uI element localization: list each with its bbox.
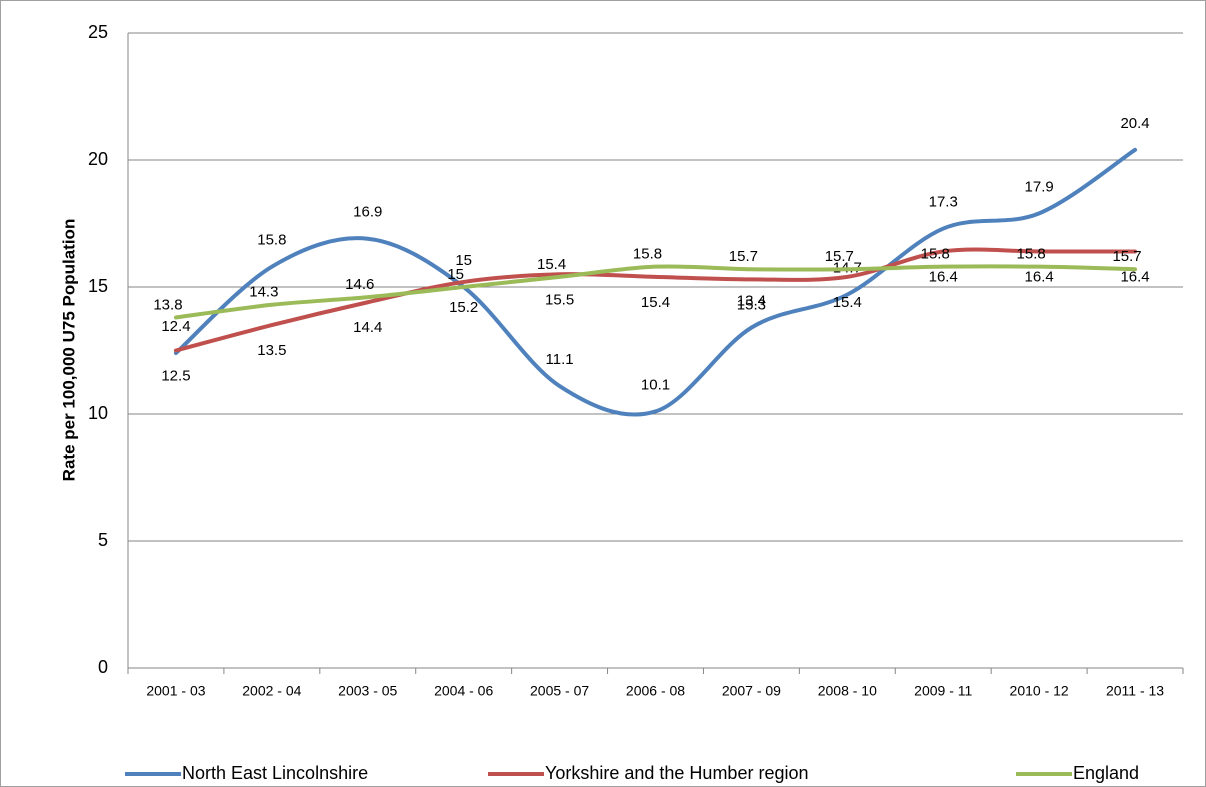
data-label: 15.8: [921, 246, 950, 263]
data-label: 15.8: [633, 246, 662, 263]
data-label: 15.5: [545, 291, 574, 308]
data-label: 16.9: [353, 204, 382, 221]
series-line: [173, 147, 1138, 417]
data-label: 15.3: [737, 296, 766, 313]
data-label: 15.8: [1017, 246, 1046, 263]
x-tick-label: 2010 - 12: [1010, 683, 1069, 699]
data-label: 14.6: [345, 276, 374, 293]
data-label: 17.3: [929, 194, 958, 211]
y-tick-label: 25: [88, 22, 108, 42]
data-label: 12.5: [161, 367, 190, 384]
series-line: [173, 247, 1138, 353]
data-label: 15: [455, 252, 472, 269]
y-tick-label: 10: [88, 403, 108, 423]
x-tick-label: 2008 - 10: [818, 683, 877, 699]
data-label: 15: [447, 266, 464, 283]
y-axis-label: Rate per 100,000 U75 Population: [59, 219, 78, 482]
data-label: 15.4: [641, 294, 670, 311]
legend-label: England: [1073, 763, 1139, 783]
data-label: 16.4: [1120, 268, 1149, 285]
x-tick-label: 2004 - 06: [434, 683, 493, 699]
data-label: 13.5: [257, 342, 286, 359]
data-label: 14.3: [249, 284, 278, 301]
data-label: 13.8: [153, 296, 182, 313]
data-label: 16.4: [1025, 268, 1054, 285]
y-tick-label: 0: [98, 657, 108, 677]
data-label: 15.7: [825, 248, 854, 265]
x-tick-label: 2005 - 07: [530, 683, 589, 699]
data-label: 13.4: [737, 293, 766, 310]
y-tick-label: 20: [88, 149, 108, 169]
x-tick-label: 2011 - 13: [1106, 683, 1164, 699]
data-label: 15.4: [833, 294, 862, 311]
data-label: 20.4: [1120, 115, 1149, 132]
data-label: 15.7: [1112, 248, 1141, 265]
data-label: 17.9: [1025, 178, 1054, 195]
data-label: 11.1: [546, 351, 574, 368]
data-label: 15.2: [449, 299, 478, 316]
x-tick-label: 2006 - 08: [626, 683, 685, 699]
x-tick-label: 2007 - 09: [722, 683, 781, 699]
series-line: [173, 264, 1138, 320]
y-tick-label: 15: [88, 276, 108, 296]
data-label: 15.8: [257, 232, 286, 249]
x-tick-label: 2001 - 03: [146, 683, 205, 699]
data-label: 15.4: [537, 256, 566, 273]
legend-label: Yorkshire and the Humber region: [545, 763, 809, 783]
data-label: 12.4: [161, 318, 190, 335]
y-tick-label: 5: [98, 530, 108, 550]
data-label: 16.4: [929, 268, 958, 285]
legend-label: North East Lincolnshire: [182, 763, 368, 783]
data-label: 15.7: [729, 248, 758, 265]
x-tick-label: 2009 - 11: [914, 683, 972, 699]
data-label: 10.1: [641, 376, 670, 393]
data-label: 14.4: [353, 319, 382, 336]
x-tick-label: 2003 - 05: [338, 683, 397, 699]
x-tick-label: 2002 - 04: [242, 683, 301, 699]
